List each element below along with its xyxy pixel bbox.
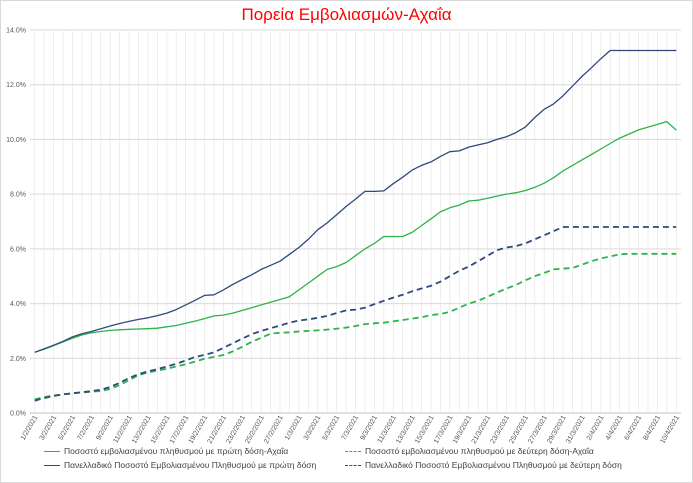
x-tick-label: 9/2/2021 bbox=[95, 414, 115, 441]
y-tick-label: 4.0% bbox=[10, 301, 26, 308]
legend-swatch-dashed-green bbox=[345, 450, 361, 452]
legend-item-national-second-dose: Πανελλαδικό Ποσοστό Εμβολιασμένου Πληθυσ… bbox=[345, 460, 622, 470]
x-tick-label: 10/4/2021 bbox=[659, 414, 681, 445]
x-tick-label: 31/3/2021 bbox=[565, 414, 587, 445]
legend-label: Ποσοστό εμβολιασμένου πληθυσμού με πρώτη… bbox=[64, 446, 289, 456]
x-tick-label: 7/2/2021 bbox=[76, 414, 96, 441]
y-tick-label: 14.0% bbox=[6, 28, 26, 35]
x-tick-label: 11/3/2021 bbox=[377, 414, 398, 444]
y-tick-label: 12.0% bbox=[6, 82, 26, 89]
x-tick-label: 27/2/2021 bbox=[263, 414, 285, 445]
x-axis-tick-labels: 1/2/2021 3/2/2021 5/2/2021 7/2/2021 9/2/2021… bbox=[20, 414, 681, 445]
y-axis-tick-labels: 0.0% 2.0% 4.0% 6.0% 8.0% 10.0% 12.0% 14.0% bbox=[6, 28, 26, 418]
legend-item-achaia-first-dose: Ποσοστό εμβολιασμένου πληθυσμού με πρώτη… bbox=[44, 446, 288, 456]
series-line-3 bbox=[34, 226, 677, 402]
x-tick-label: 3/2/2021 bbox=[39, 414, 59, 441]
x-tick-label: 5/3/2021 bbox=[322, 414, 342, 441]
x-tick-label: 4/4/2021 bbox=[605, 414, 625, 441]
legend-label: Πανελλαδικό Ποσοστό Εμβολιασμένου Πληθυσ… bbox=[365, 460, 622, 470]
legend-item-achaia-second-dose: Ποσοστό εμβολιασμένου πληθυσμού με δεύτε… bbox=[345, 446, 594, 456]
x-tick-label: 6/4/2021 bbox=[624, 414, 644, 441]
legend-item-national-first-dose: Πανελλαδικό Ποσοστό Εμβολιασμένου Πληθυσ… bbox=[44, 460, 316, 470]
x-tick-label: 5/2/2021 bbox=[58, 414, 78, 441]
series-lines bbox=[34, 49, 677, 402]
y-tick-label: 6.0% bbox=[10, 246, 26, 253]
x-tick-label: 11/2/2021 bbox=[112, 414, 133, 444]
legend-label: Ποσοστό εμβολιασμένου πληθυσμού με δεύτε… bbox=[365, 446, 594, 456]
legend-swatch-solid-green bbox=[44, 450, 60, 452]
y-tick-label: 8.0% bbox=[10, 192, 26, 199]
x-tick-label: 7/3/2021 bbox=[341, 414, 361, 441]
series-line-2 bbox=[34, 49, 677, 353]
x-tick-label: 9/3/2021 bbox=[359, 414, 379, 441]
series-line-0 bbox=[34, 120, 677, 353]
chart-title: Πορεία Εμβολιασμών-Αχαΐα bbox=[241, 5, 452, 24]
legend-swatch-solid-blue bbox=[44, 464, 60, 466]
series-line-1 bbox=[34, 252, 677, 401]
x-tick-label: 3/3/2021 bbox=[303, 414, 323, 441]
y-tick-label: 10.0% bbox=[6, 137, 26, 144]
legend-label: Πανελλαδικό Ποσοστό Εμβολιασμένου Πληθυσ… bbox=[64, 460, 317, 470]
x-tick-label: 1/2/2021 bbox=[20, 414, 40, 441]
x-tick-label: 8/4/2021 bbox=[642, 414, 662, 441]
y-tick-label: 2.0% bbox=[10, 356, 26, 363]
gridlines bbox=[30, 29, 681, 414]
x-tick-label: 1/3/2021 bbox=[284, 414, 304, 441]
x-tick-label: 2/4/2021 bbox=[586, 414, 606, 441]
y-tick-label: 0.0% bbox=[10, 411, 26, 418]
legend-swatch-dashed-blue bbox=[345, 464, 361, 466]
